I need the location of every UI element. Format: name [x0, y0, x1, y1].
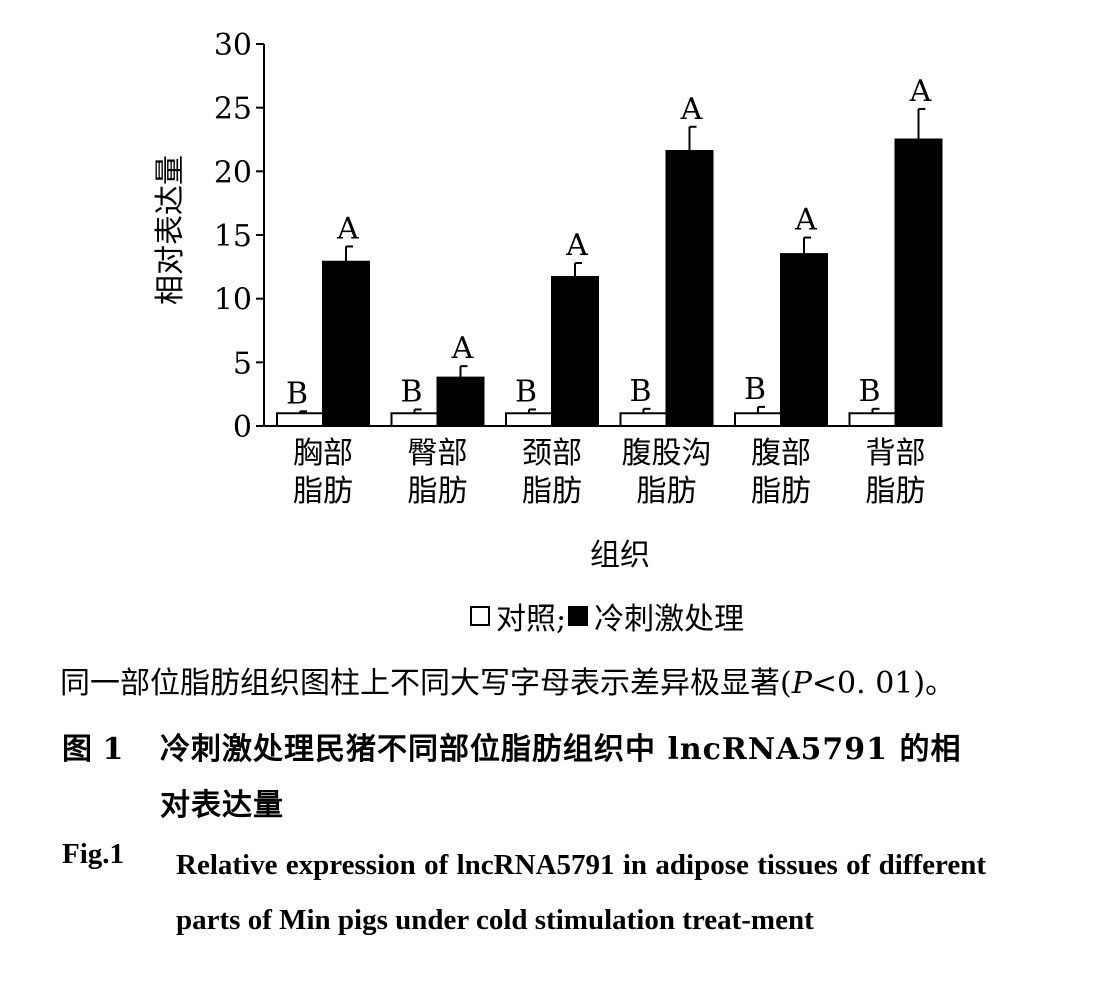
bar-treatment: [894, 138, 943, 427]
x-tick-label: 颈部: [522, 436, 582, 471]
x-tick-label: 脂肪: [408, 474, 468, 509]
y-axis: 0 5 10 15 20 25 30: [214, 28, 265, 445]
x-tick-label: 脂肪: [751, 474, 811, 509]
significance-note: 同一部位脂肪组织图柱上不同大写字母表示差异极显著(P<0. 01)。: [60, 658, 955, 702]
y-tick-label: 20: [214, 155, 252, 190]
legend-treatment-swatch: [568, 606, 589, 626]
x-tick-label: 背部: [866, 436, 926, 471]
caption-en-body: Relative expression of lncRNA5791 in adi…: [176, 849, 986, 936]
x-tick-label: 脂肪: [866, 474, 926, 509]
note-text-before: 同一部位脂肪组织图柱上不同大写字母表示差异极显著(: [60, 666, 792, 701]
y-tick-label: 15: [214, 219, 252, 254]
bar-control: [734, 412, 782, 427]
bar-treatment: [665, 149, 714, 428]
y-tick-label: 30: [214, 28, 252, 63]
y-axis-label: 相对表达量: [153, 155, 188, 305]
x-tick-label: 腹股沟: [622, 436, 712, 471]
caption-zh-line1: 冷刺激处理民猪不同部位脂肪组织中 lncRNA5791 的相: [160, 732, 962, 767]
bar-treatment: [322, 260, 370, 427]
significance-letter: B: [286, 376, 308, 411]
legend-treatment-label: 冷刺激处理: [594, 602, 745, 637]
x-tick-label: 臀部: [408, 436, 468, 471]
significance-letter: A: [451, 331, 474, 366]
legend-control-label: 对照;: [496, 602, 567, 637]
x-tick-label: 腹部: [751, 436, 811, 471]
bar-treatment: [780, 253, 828, 427]
caption-zh-line2: 对表达量: [160, 788, 284, 823]
significance-letter: B: [858, 374, 880, 409]
y-tick-label: 25: [214, 92, 252, 127]
bar-treatment: [551, 276, 599, 427]
significance-letter: A: [565, 228, 588, 263]
x-axis-label: 组织: [590, 538, 650, 573]
significance-letter: A: [909, 74, 932, 109]
significance-letter: A: [336, 211, 359, 246]
y-tick-label: 0: [233, 410, 252, 445]
significance-letter: B: [744, 372, 766, 407]
x-tick-label: 脂肪: [293, 474, 353, 509]
significance-letter: B: [515, 374, 537, 409]
significance-letter: A: [794, 203, 817, 238]
x-tick-label: 脂肪: [637, 474, 697, 509]
bar-control: [276, 412, 324, 427]
significance-letter: B: [629, 374, 651, 409]
y-tick-label: 5: [233, 346, 252, 381]
caption-en-number: Fig.1: [62, 838, 125, 870]
bar-control: [619, 412, 668, 427]
significance-letter: A: [680, 92, 703, 127]
legend: 对照; 冷刺激处理: [470, 594, 744, 638]
bar-control: [848, 412, 897, 427]
x-tick-label: 脂肪: [522, 474, 582, 509]
bar-control: [390, 412, 439, 427]
note-text-after: <0. 01)。: [811, 666, 956, 701]
bar-treatment: [436, 376, 485, 428]
x-tick-label: 胸部: [293, 436, 353, 471]
y-tick-label: 10: [214, 283, 252, 318]
bar-control: [505, 412, 553, 427]
significance-letter: B: [400, 374, 422, 409]
caption-zh-number: 图 1: [62, 732, 124, 767]
note-p-symbol: P: [791, 666, 812, 701]
legend-control-swatch: [470, 606, 490, 626]
